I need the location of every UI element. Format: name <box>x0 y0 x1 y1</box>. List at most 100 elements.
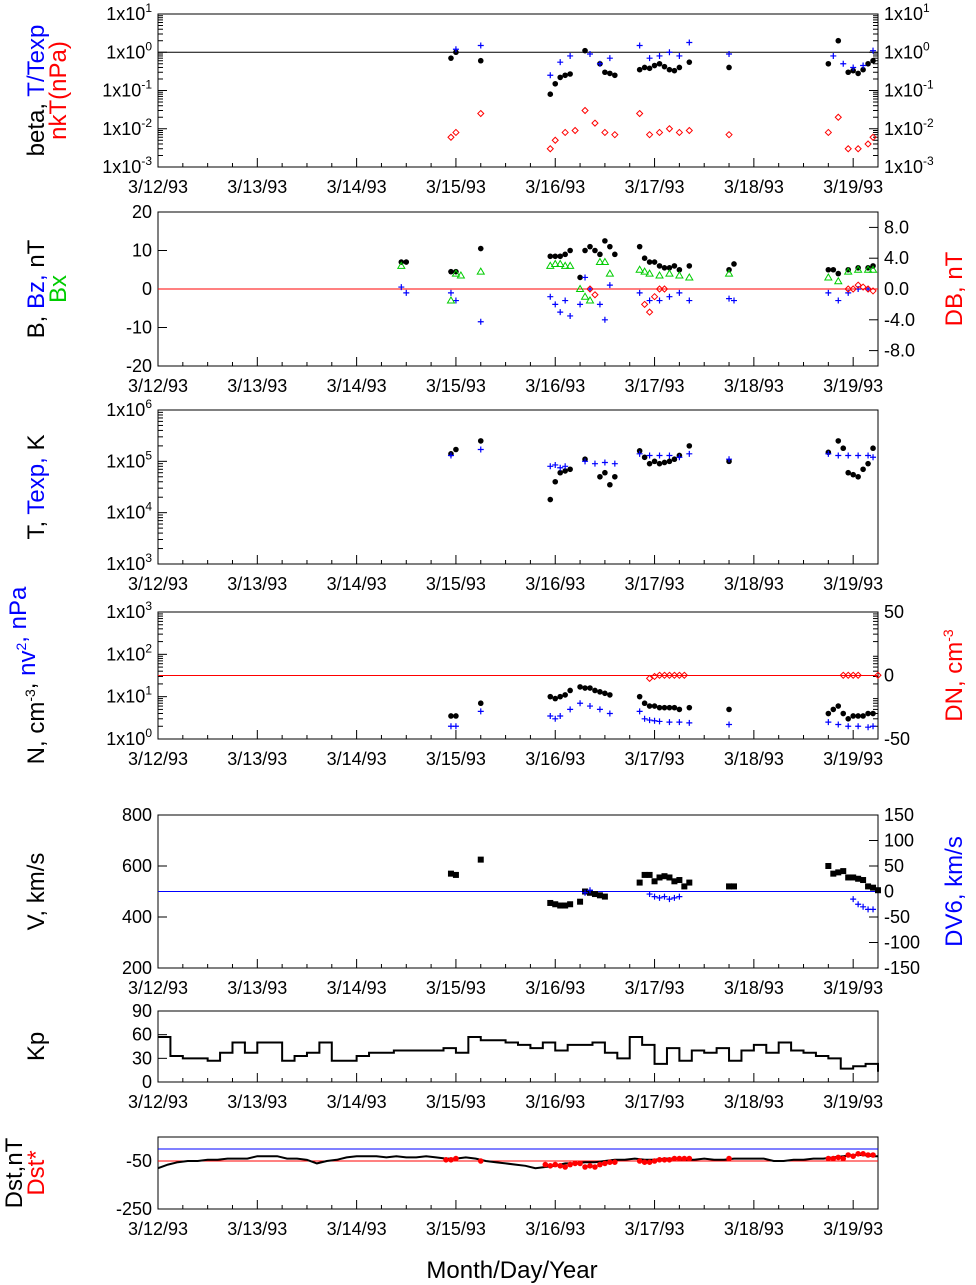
data-point <box>675 271 684 279</box>
data-point <box>870 710 876 717</box>
data-point <box>725 130 733 139</box>
data-point <box>855 875 862 882</box>
data-point <box>650 292 659 301</box>
data-point <box>555 259 565 267</box>
data-point <box>562 692 568 698</box>
data-point <box>567 706 574 713</box>
data-point <box>456 271 466 279</box>
y-tick-label: 20 <box>132 202 152 222</box>
data-point <box>577 301 584 308</box>
data-point <box>636 66 643 73</box>
data-point <box>825 1155 832 1162</box>
data-point <box>671 704 678 711</box>
data-point <box>636 42 643 49</box>
data-point <box>666 874 673 881</box>
data-point <box>854 671 862 679</box>
left-axis-title: T, Texp, K <box>23 435 50 540</box>
x-tick-label: 3/14/93 <box>327 978 387 998</box>
data-point <box>865 710 871 717</box>
x-tick-label: 3/17/93 <box>625 177 685 197</box>
data-point <box>591 460 598 467</box>
data-point <box>870 47 877 54</box>
data-point <box>592 687 598 694</box>
data-point <box>870 1152 876 1158</box>
data-point <box>845 1152 852 1158</box>
data-point <box>849 671 857 679</box>
data-point <box>572 1160 578 1167</box>
data-point <box>546 145 554 153</box>
data-point <box>640 267 649 275</box>
y-right-tick-label: 150 <box>884 805 914 825</box>
data-point <box>845 716 852 722</box>
left-axis-title: Kp <box>23 1032 50 1061</box>
data-point <box>606 55 613 62</box>
x-tick-label: 3/17/93 <box>625 1219 685 1239</box>
data-point <box>567 901 574 908</box>
x-tick-label: 3/19/93 <box>823 749 883 769</box>
data-point <box>641 454 648 461</box>
data-point <box>661 873 668 880</box>
data-point <box>636 879 643 886</box>
data-point <box>825 60 832 67</box>
left-axis-title-2: Bx <box>45 275 72 303</box>
data-point <box>562 463 569 470</box>
data-point <box>665 269 674 277</box>
data-point <box>680 671 689 679</box>
data-point <box>854 281 862 289</box>
data-point <box>646 871 653 878</box>
data-point <box>542 1161 549 1168</box>
y-right-tick-label: -8.0 <box>884 341 915 361</box>
data-point <box>582 274 589 281</box>
data-point <box>567 71 573 77</box>
data-point <box>607 481 613 488</box>
data-point <box>571 126 579 135</box>
data-point <box>477 318 484 325</box>
data-point <box>587 685 593 691</box>
data-point <box>597 251 603 258</box>
data-point <box>665 125 674 133</box>
x-tick-label: 3/18/93 <box>724 177 784 197</box>
y-tick-label: -50 <box>126 1151 152 1171</box>
data-point <box>676 719 683 726</box>
data-point <box>596 60 603 67</box>
x-tick-label: 3/18/93 <box>724 1219 784 1239</box>
x-tick-label: 3/14/93 <box>327 1092 387 1112</box>
data-point <box>834 113 842 121</box>
data-point <box>447 452 454 459</box>
data-point <box>557 1163 564 1169</box>
data-point <box>675 128 684 137</box>
data-point <box>552 80 559 87</box>
data-point <box>552 253 559 260</box>
data-point <box>635 109 644 118</box>
x-tick-label: 3/13/93 <box>227 978 287 998</box>
data-point <box>552 478 559 485</box>
data-point <box>685 126 694 135</box>
data-point <box>636 450 643 457</box>
y-right-tick-label: 100 <box>884 831 914 851</box>
data-point <box>651 458 658 465</box>
plot-frame <box>157 1010 879 1083</box>
data-point <box>833 276 843 285</box>
data-point <box>840 60 847 67</box>
data-point <box>636 693 643 700</box>
data-point <box>645 130 654 139</box>
data-point <box>447 870 454 877</box>
data-point <box>596 892 603 899</box>
data-point <box>552 301 559 308</box>
y-tick-label: 1x100 <box>106 39 152 62</box>
x-tick-label: 3/19/93 <box>823 376 883 396</box>
x-tick-label: 3/17/93 <box>625 1092 685 1112</box>
data-point <box>602 238 608 244</box>
data-point <box>835 721 842 728</box>
data-point <box>686 450 693 457</box>
data-point <box>864 285 872 293</box>
data-point <box>676 52 683 59</box>
data-point <box>651 62 658 69</box>
plot-frame <box>157 13 879 168</box>
data-point <box>607 243 613 250</box>
data-point <box>592 247 598 254</box>
y-tick-label: -20 <box>126 356 152 376</box>
data-point <box>686 879 693 886</box>
data-point <box>686 719 693 726</box>
data-point <box>552 901 559 908</box>
